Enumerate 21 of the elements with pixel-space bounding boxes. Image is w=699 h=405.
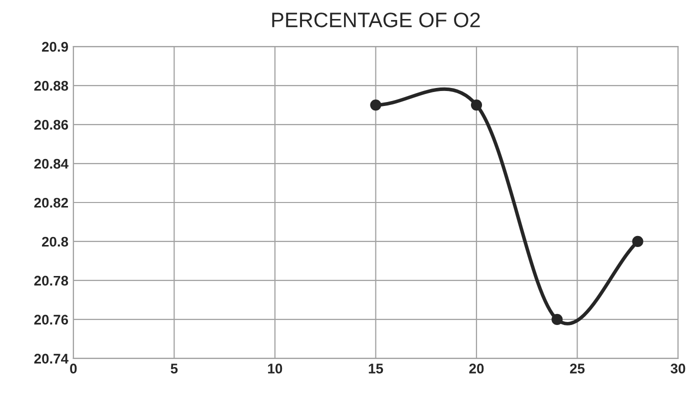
- y-tick-label: 20.84: [34, 158, 68, 169]
- x-tick-label: 5: [170, 364, 178, 374]
- x-tick-label: 20: [469, 364, 484, 374]
- y-tick-label: 20.9: [42, 42, 68, 52]
- y-tick-label: 20.86: [34, 120, 68, 130]
- point: [370, 99, 382, 111]
- x-tick-label: 25: [570, 364, 585, 374]
- point: [470, 99, 482, 111]
- x-tick-label: 15: [368, 364, 384, 374]
- x-tick-label: 0: [70, 364, 77, 374]
- x-tick-label: 30: [670, 364, 686, 374]
- point: [632, 236, 644, 248]
- y-tick-label: 20.82: [34, 198, 68, 208]
- y-tick-label: 20.8: [42, 236, 68, 247]
- y-tick-label: 20.88: [34, 80, 68, 91]
- y-tick-label: 20.78: [34, 276, 68, 286]
- chart-title: PERCENTAGE OF O2: [272, 12, 480, 28]
- y-tick-label: 20.76: [34, 314, 68, 325]
- point: [552, 314, 563, 325]
- x-tick-label: 10: [268, 364, 282, 374]
- y-tick-label: 20.74: [34, 354, 68, 364]
